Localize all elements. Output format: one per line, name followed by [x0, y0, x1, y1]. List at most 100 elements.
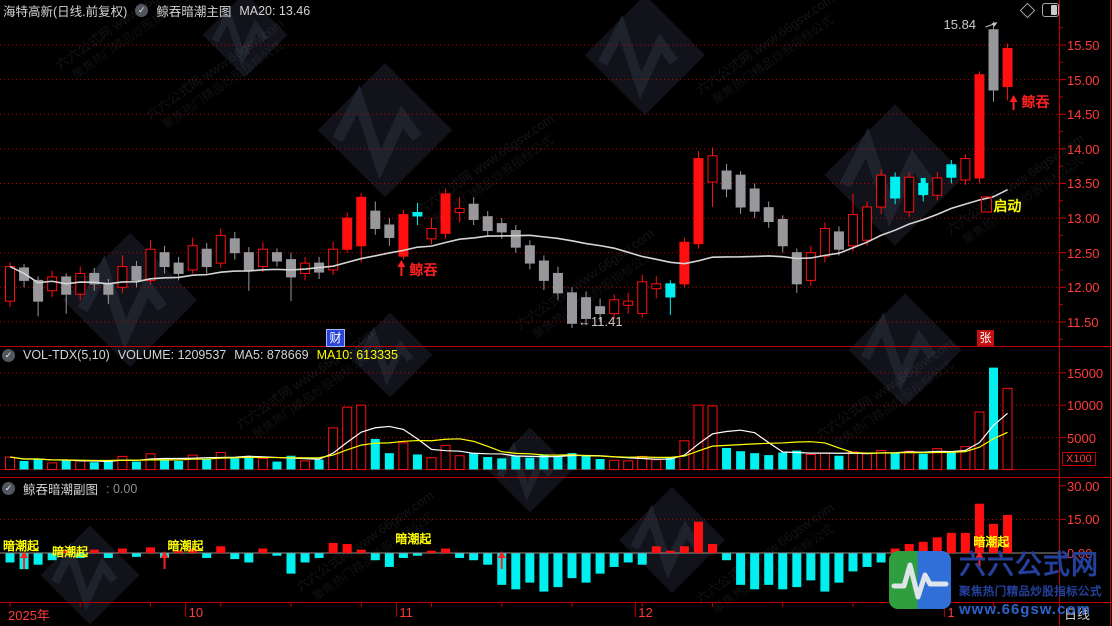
volume-bar	[202, 458, 212, 470]
volume-ma10-line	[9, 431, 1008, 462]
volume-bar	[665, 457, 675, 470]
sub-indicator-bar	[525, 553, 535, 583]
volume-bar	[623, 460, 634, 471]
volume-bar	[778, 452, 788, 470]
sub-indicator-bar	[174, 550, 184, 553]
watermark-zigzag-icon	[332, 85, 422, 180]
candle-body	[665, 283, 676, 298]
watermark-zigzag-icon	[211, 6, 269, 67]
year-axis-label: 2025年	[8, 608, 50, 623]
watermark-diamond-icon	[347, 312, 433, 398]
candle-body	[412, 212, 423, 217]
finance-report-badge[interactable]: 财	[326, 329, 345, 347]
sub-indicator-bar	[230, 553, 240, 560]
volume-bar	[511, 455, 521, 470]
watermark-diamond-icon	[618, 486, 726, 594]
volume-indicator-name[interactable]: VOL-TDX(5,10)	[23, 348, 110, 362]
candle-body	[707, 155, 718, 183]
zhang-badge[interactable]: 张	[977, 330, 994, 346]
volume-bar	[651, 459, 662, 470]
sub-indicator-bar	[131, 553, 141, 557]
sub-indicator-bar	[904, 544, 914, 553]
up-arrow-icon	[497, 551, 506, 558]
candle-body	[370, 210, 381, 229]
volume-bar	[862, 452, 873, 471]
volume-ma5-value: MA5: 878669	[234, 348, 309, 362]
up-arrow-icon	[975, 551, 984, 558]
candle-body	[932, 177, 943, 196]
watermark-zigzag-icon	[51, 541, 118, 612]
launch-signal-box	[980, 196, 992, 213]
volume-bar	[1002, 387, 1013, 470]
volume-bar	[525, 457, 535, 470]
sub-indicator-bar	[778, 553, 788, 590]
sub-indicator-bar	[764, 553, 774, 585]
watermark-diamond-icon	[40, 525, 140, 625]
sub-indicator-bar	[398, 553, 408, 558]
sub-indicator-bar	[258, 548, 268, 553]
volume-bar	[960, 446, 971, 470]
sub-indicator-bar	[412, 553, 422, 556]
volume-bar	[750, 453, 760, 470]
volume-bar	[356, 404, 367, 471]
candle-body	[552, 272, 563, 294]
candle-body	[637, 281, 648, 315]
chart-toolbar	[1019, 2, 1059, 18]
sub-indicator-bar	[946, 532, 956, 553]
candle-body	[496, 223, 507, 233]
volume-bar	[314, 459, 324, 470]
sub-indicator-bar	[370, 553, 380, 561]
main-indicator-name[interactable]: 鲸吞暗潮主图	[156, 5, 232, 19]
split-layout-icon[interactable]	[1042, 3, 1059, 17]
candle-body	[117, 266, 128, 288]
candle-body	[581, 297, 592, 319]
up-arrow-icon	[160, 551, 169, 558]
volume-ma5-line	[9, 412, 1008, 463]
indicator-dropdown-icon[interactable]: ✓	[135, 4, 149, 17]
volume-bar	[609, 459, 620, 470]
period-label[interactable]: 日线	[1064, 607, 1091, 622]
sub-indicator-bar	[342, 544, 352, 553]
volume-bar	[33, 458, 43, 470]
sub-indicator-name[interactable]: 鲸吞暗潮副图	[23, 483, 99, 497]
sub-indicator-bar	[188, 548, 198, 553]
candle-body	[805, 252, 816, 281]
candle-body	[145, 248, 156, 281]
volume-bar	[722, 447, 732, 470]
candle-body	[229, 238, 240, 254]
sub-indicator-bar	[244, 553, 254, 563]
candle-body	[159, 252, 170, 268]
candle-body	[777, 218, 788, 247]
volume-bar	[974, 411, 985, 470]
sub-indicator-bar	[595, 553, 605, 574]
sub-dropdown-icon[interactable]: ✓	[2, 482, 15, 495]
candle-body	[187, 245, 198, 271]
volume-bar	[272, 461, 282, 470]
up-arrow-icon	[1009, 95, 1018, 102]
diamond-marker-icon[interactable]	[1019, 2, 1036, 18]
volume-bar	[89, 462, 99, 470]
volume-bar	[553, 456, 563, 470]
watermark-zigzag-icon	[597, 14, 679, 100]
candle-body	[356, 196, 367, 247]
watermark-zigzag-icon	[860, 312, 937, 392]
volume-bar	[257, 457, 268, 470]
volume-bar	[539, 454, 549, 470]
sub-indicator-bar	[483, 553, 493, 565]
candle-body	[75, 272, 86, 295]
sub-indicator-bar	[862, 553, 872, 567]
candle-body	[468, 203, 479, 220]
candle-body	[440, 193, 451, 234]
candle-body	[862, 206, 873, 241]
volume-bar	[370, 438, 380, 470]
volume-bar	[876, 450, 887, 470]
sub-indicator-bar	[848, 553, 858, 572]
volume-bar	[300, 460, 311, 471]
sub-indicator-bar	[89, 549, 99, 553]
volume-bar	[693, 404, 704, 471]
volume-bar	[805, 453, 816, 470]
high-price-callout: 15.84	[943, 17, 977, 32]
volume-dropdown-icon[interactable]: ✓	[2, 348, 15, 362]
